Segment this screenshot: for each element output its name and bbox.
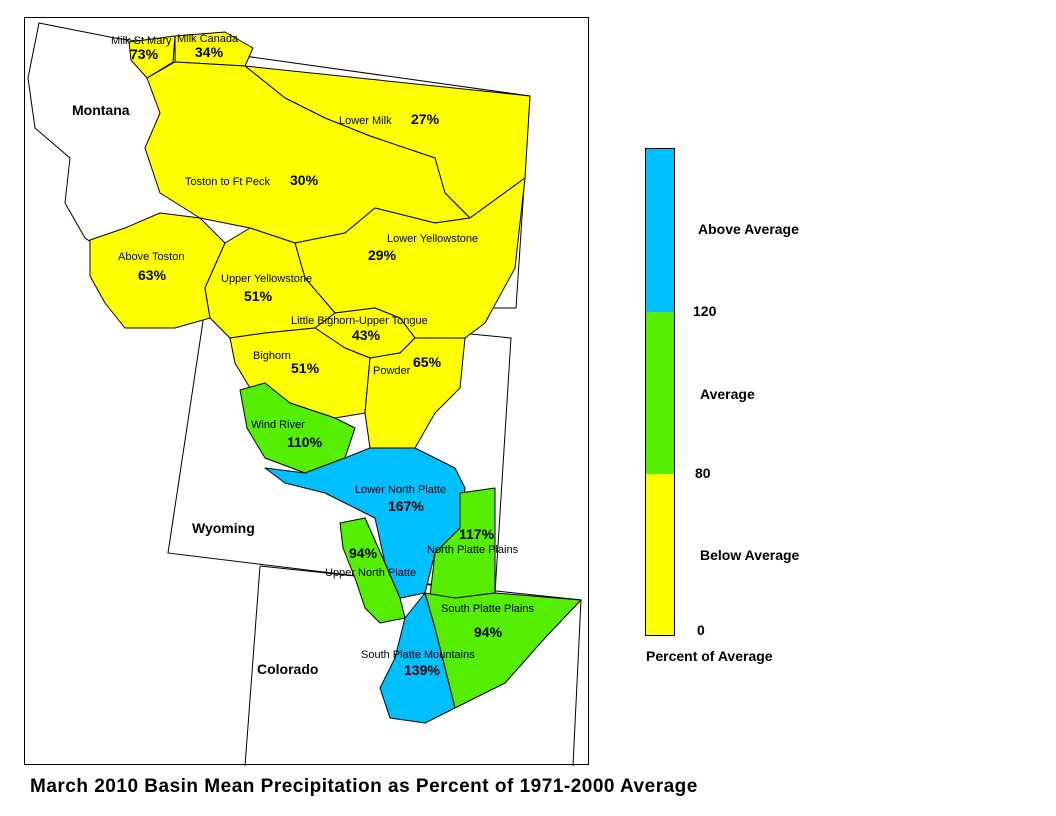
basin-label: Milk St Mary	[111, 35, 172, 47]
legend-label-above: Above Average	[698, 221, 799, 237]
legend-band-below	[646, 474, 674, 635]
legend-break-0: 0	[697, 622, 705, 638]
basin-name-labels: Milk St Mary Milk Canada Lower Milk Tost…	[111, 33, 534, 661]
basin-percent: 139%	[404, 662, 440, 678]
basin-label: Milk Canada	[177, 33, 239, 45]
basin-powder[interactable]	[364, 337, 466, 449]
basin-percent: 73%	[130, 46, 159, 62]
basin-percent: 63%	[138, 267, 167, 283]
state-label-montana: Montana	[72, 102, 130, 118]
basin-percent: 27%	[411, 111, 440, 127]
basin-percent: 110%	[287, 434, 323, 450]
basin-label: Little Bighorn-Upper Tongue	[291, 315, 428, 327]
basin-percent: 167%	[388, 498, 424, 514]
legend-break-120: 120	[693, 303, 717, 319]
basin-label: Lower North Platte	[355, 484, 446, 496]
basin-label: Lower Yellowstone	[387, 233, 478, 245]
basin-map: Montana Wyoming Colorado Milk St Mary Mi…	[27, 22, 582, 766]
map-frame: Montana Wyoming Colorado Milk St Mary Mi…	[24, 17, 589, 766]
legend-color-bar	[645, 148, 675, 636]
basin-label: Above Toston	[118, 251, 184, 263]
basin-percent: 29%	[368, 247, 397, 263]
basins	[89, 31, 582, 724]
basin-label: Wind River	[251, 419, 305, 431]
basin-percent: 43%	[352, 327, 381, 343]
basin-percent: 30%	[290, 172, 319, 188]
basin-wind-river[interactable]	[239, 382, 356, 474]
basin-milk-canada[interactable]	[174, 31, 254, 67]
basin-percent: 51%	[244, 288, 273, 304]
basin-label: Lower Milk	[339, 115, 392, 127]
legend-band-above	[646, 149, 674, 312]
basin-percent: 51%	[291, 360, 320, 376]
basin-percent: 117%	[459, 526, 495, 542]
basin-percent: 94%	[349, 545, 378, 561]
basin-south-platte-mountains[interactable]	[379, 592, 456, 724]
basin-percent: 94%	[474, 624, 503, 640]
legend-title: Percent of Average	[646, 648, 773, 664]
state-label-wyoming: Wyoming	[192, 520, 255, 536]
basin-label: Upper North Platte	[325, 567, 416, 579]
basin-upper-north-platte[interactable]	[339, 517, 406, 624]
basin-label: Toston to Ft Peck	[185, 176, 270, 188]
basin-label: South Platte Plains	[441, 603, 534, 615]
legend-band-average	[646, 312, 674, 474]
basin-percent-labels: 73% 34% 27% 30% 63% 29% 51% 43% 51% 65% …	[130, 44, 503, 678]
basin-percent: 34%	[195, 44, 224, 60]
state-label-colorado: Colorado	[257, 661, 318, 677]
legend-break-80: 80	[695, 465, 711, 481]
basin-label: Powder	[373, 365, 411, 377]
basin-label: South Platte Mountains	[361, 649, 475, 661]
basin-percent: 65%	[413, 354, 442, 370]
legend-label-average: Average	[700, 386, 755, 402]
basin-label: Upper Yellowstone	[221, 273, 312, 285]
legend-label-below: Below Average	[700, 547, 800, 563]
basin-label: North Platte Plains	[427, 544, 519, 556]
map-title: March 2010 Basin Mean Precipitation as P…	[30, 776, 698, 797]
basin-label: Bighorn	[253, 350, 291, 362]
